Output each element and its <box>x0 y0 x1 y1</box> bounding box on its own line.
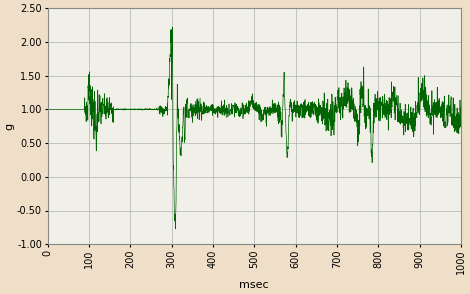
X-axis label: msec: msec <box>239 280 269 290</box>
Y-axis label: g: g <box>4 123 14 130</box>
